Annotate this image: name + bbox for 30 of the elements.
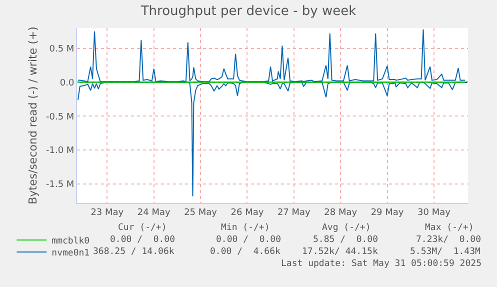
- legend-label: nvme0n1: [52, 248, 90, 259]
- text: 0.00 / 4.66k: [210, 247, 282, 257]
- text: 5.53M/ 1.43M: [410, 247, 482, 257]
- x-tick-label: 24 May: [137, 208, 171, 218]
- text: Avg (-/+): [322, 223, 371, 233]
- y-tick-label: 0.5 M: [49, 44, 74, 54]
- x-tick-label: 30 May: [418, 208, 452, 218]
- text: Max (-/+): [425, 223, 474, 233]
- x-tick-label: 26 May: [230, 208, 264, 218]
- text: 368.25 / 14.06k: [93, 247, 175, 257]
- text: Min (-/+): [221, 223, 270, 233]
- text: 0.00 / 0.00: [110, 235, 176, 245]
- y-axis-title: Bytes/second read (-) / write (+): [26, 26, 40, 204]
- y-tick-label: -0.5 M: [46, 112, 74, 122]
- text: 5.85 / 0.00: [313, 235, 378, 245]
- text: Last update: Sat May 31 05:00:59 2025: [281, 259, 482, 269]
- y-tick-label: -1.5 M: [46, 180, 74, 190]
- y-tick-label: -1.0 M: [46, 146, 74, 156]
- text: 0.00 / 0.00: [216, 235, 282, 245]
- legend-label: mmcblk0: [52, 236, 90, 247]
- x-tick-label: 28 May: [324, 208, 358, 218]
- text: 17.52k/ 44.15k: [302, 247, 378, 257]
- text: 7.23k/ 0.00: [416, 235, 482, 245]
- x-tick-label: 25 May: [184, 208, 218, 218]
- x-tick-label: 29 May: [370, 208, 404, 218]
- y-tick-label: 0.0: [60, 78, 74, 88]
- x-tick-label: 27 May: [277, 208, 312, 218]
- chart-title: Throughput per device - by week: [140, 4, 357, 20]
- x-tick-label: 23 May: [90, 208, 124, 218]
- text: Cur (-/+): [118, 223, 167, 233]
